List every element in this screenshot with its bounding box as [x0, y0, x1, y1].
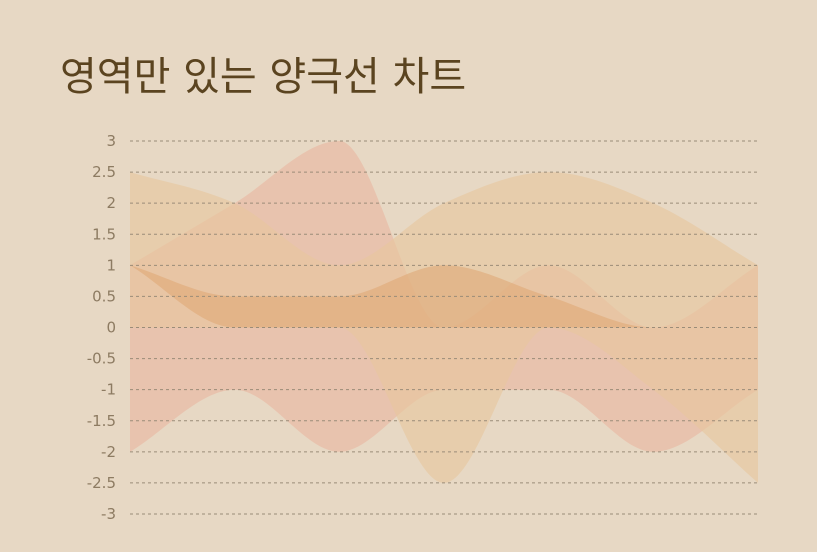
area-layer — [130, 141, 758, 483]
y-tick-label: 3 — [106, 132, 116, 150]
y-tick-label: -3 — [101, 505, 116, 523]
y-tick-label: 0 — [106, 319, 116, 337]
grid-layer — [130, 140, 758, 515]
y-tick-label: 1 — [106, 256, 116, 274]
y-tick-label: 0.5 — [92, 287, 116, 305]
area-series-1 — [130, 141, 758, 452]
y-tick-label: -2 — [101, 443, 116, 461]
y-tick-label: 2 — [106, 194, 116, 212]
tick-labels: 3 2.5 2 1.5 1 0.5 0 -0.5 -1 -1.5 -2 -2.5 -3 — [87, 132, 116, 523]
y-tick-label: -0.5 — [87, 350, 116, 368]
chart-title: 영역만 있는 양극선 차트 — [60, 54, 467, 100]
y-tick-label: -1 — [101, 381, 116, 399]
y-tick-label: -2.5 — [87, 474, 116, 492]
y-tick-label: -1.5 — [87, 412, 116, 430]
y-tick-label: 1.5 — [92, 225, 116, 243]
y-tick-label: 2.5 — [92, 163, 116, 181]
